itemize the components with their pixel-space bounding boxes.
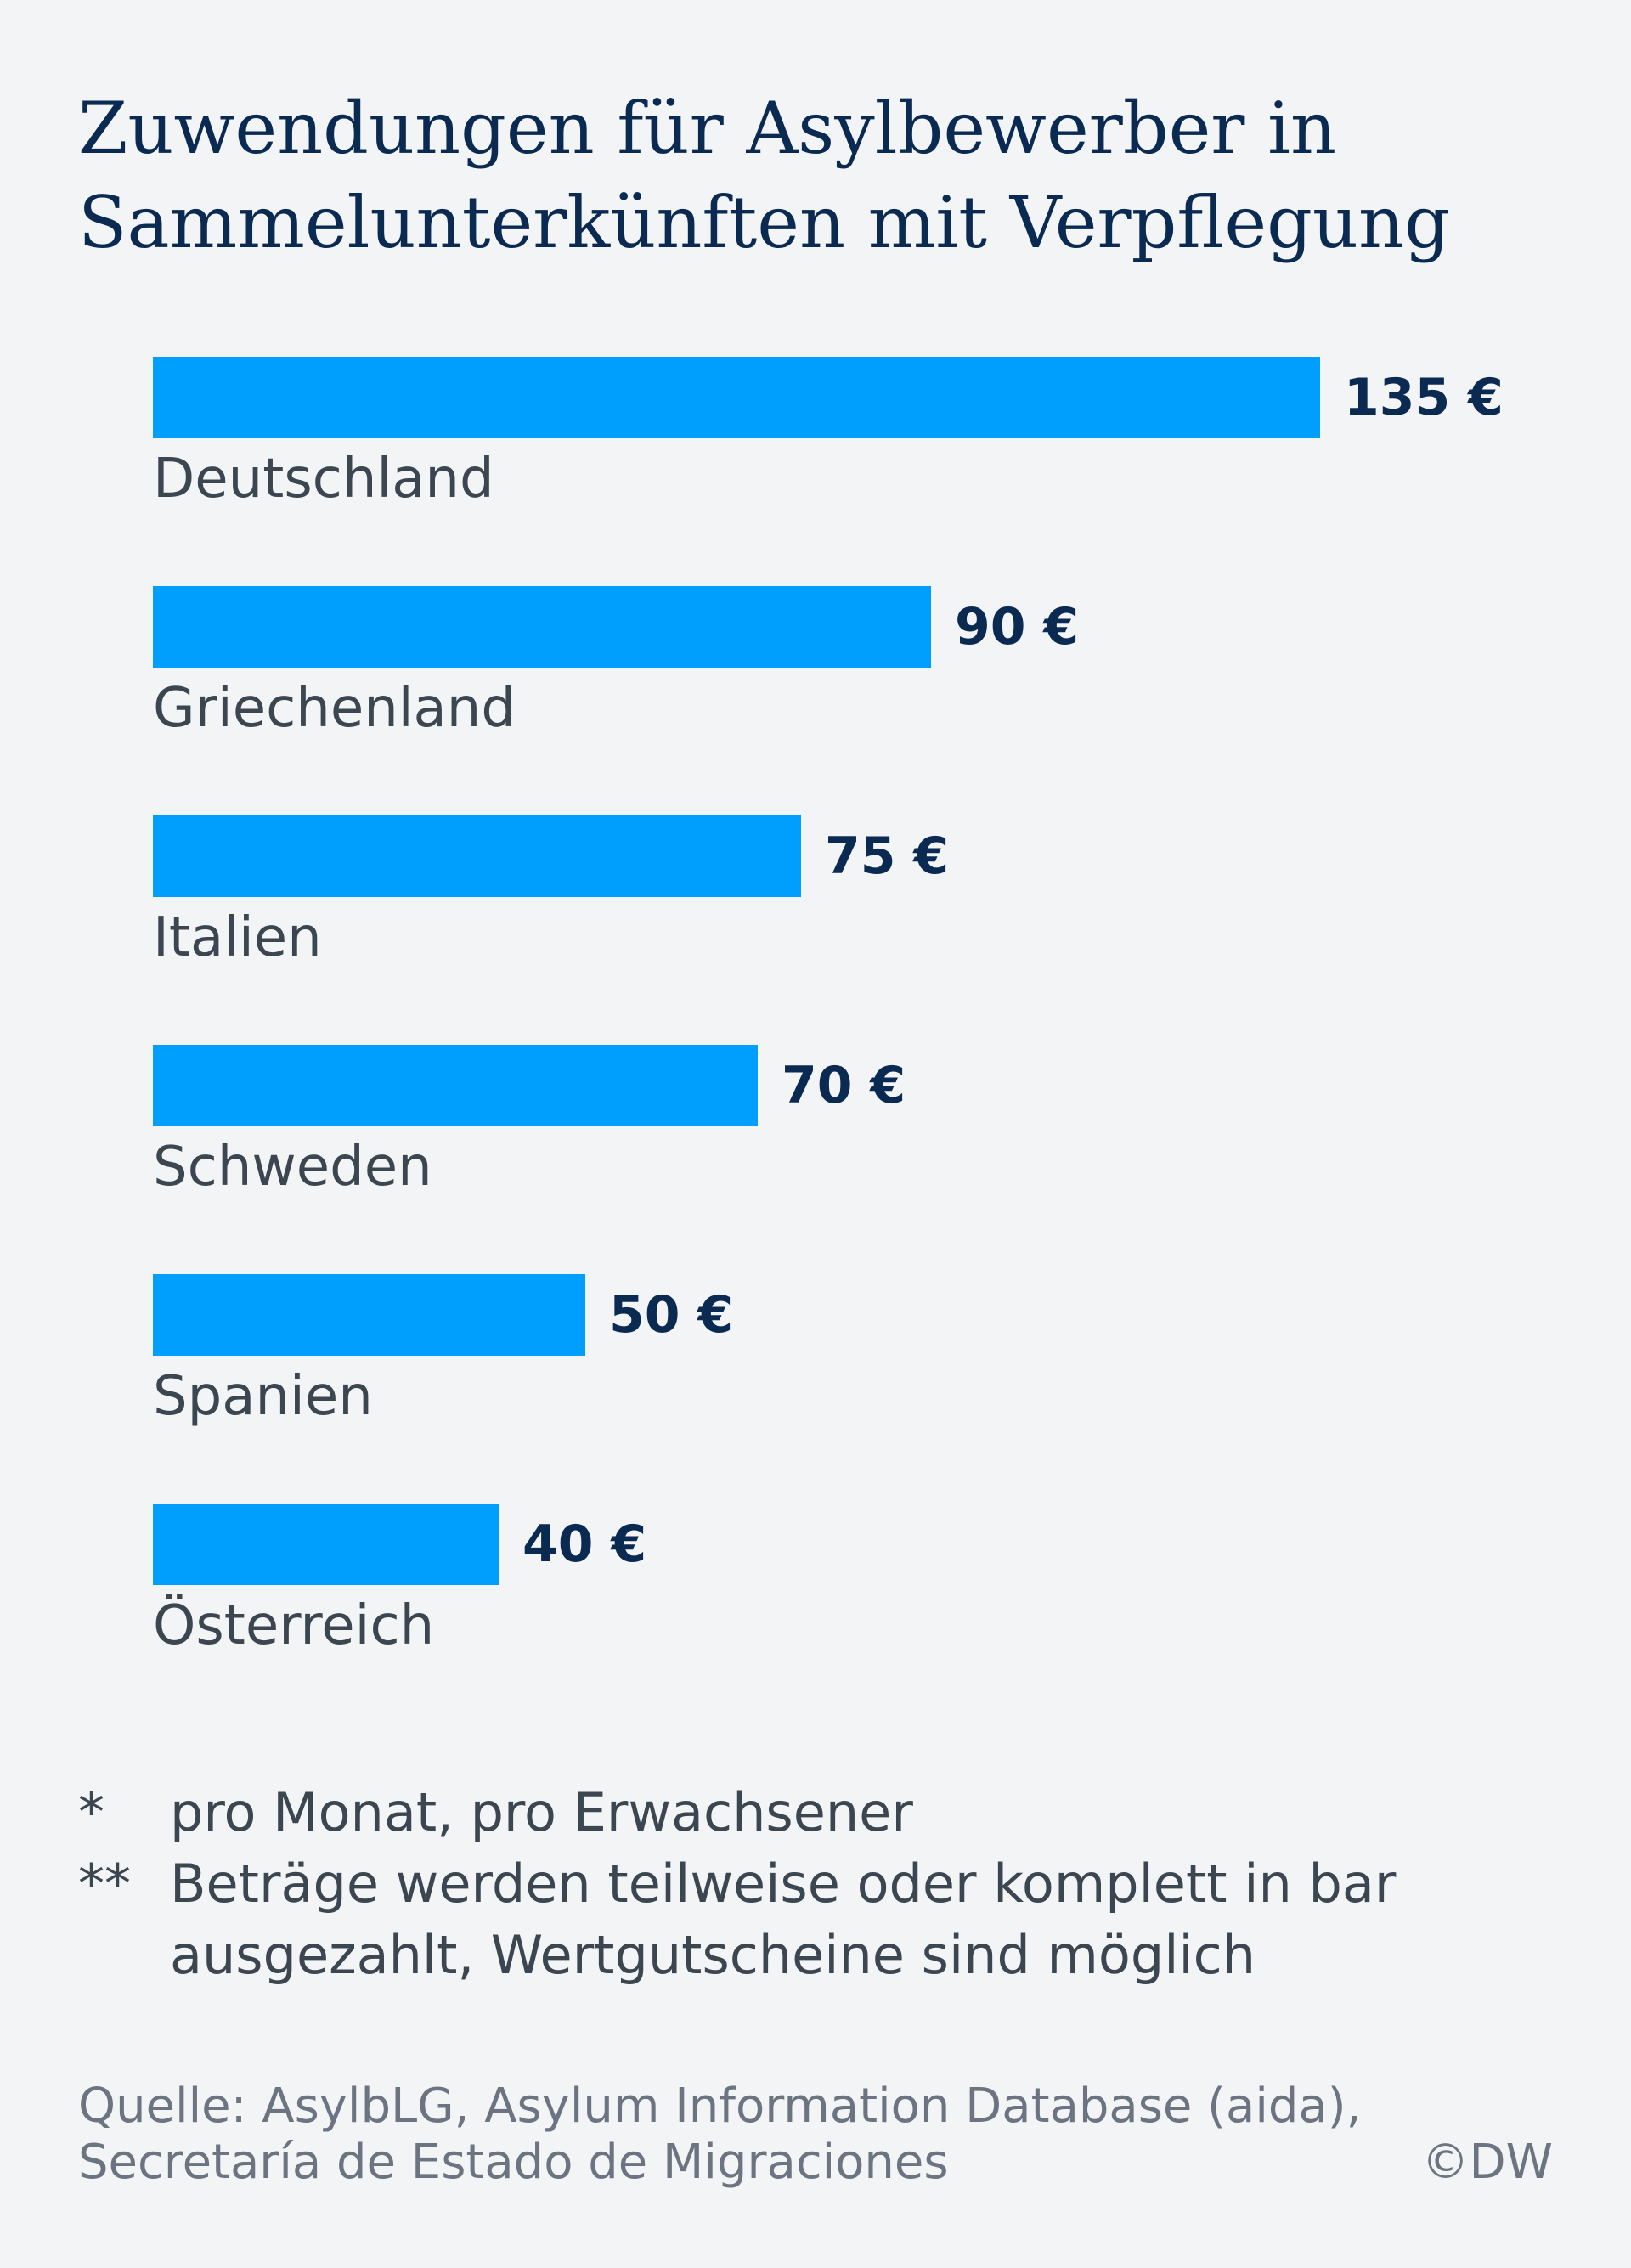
category-label: Griechenland <box>153 677 516 740</box>
footnote-marker: ** <box>78 1853 131 1915</box>
copyright: ©DW <box>1421 2135 1554 2190</box>
value-label: 135 € <box>1344 368 1504 427</box>
footnote-marker: * <box>78 1781 104 1843</box>
source-text: Quelle: AsylbLG, Asylum Information Data… <box>78 2079 1362 2190</box>
footnote-2: ** Beträge werden teilweise oder komplet… <box>78 1848 1573 1991</box>
footnote-text: pro Monat, pro Erwachsener <box>170 1781 913 1843</box>
category-label: Schweden <box>153 1136 432 1199</box>
chart-title: Zuwendungen für Asylbewerber in Sammelun… <box>78 87 1450 264</box>
footnotes: * pro Monat, pro Erwachsener ** Beträge … <box>78 1777 1573 1991</box>
bar <box>153 1504 499 1585</box>
value-label: 90 € <box>955 597 1080 657</box>
bar <box>153 586 931 668</box>
bar <box>153 1045 758 1126</box>
category-label: Spanien <box>153 1365 373 1428</box>
footnote-text: Beträge werden teilweise oder komplett i… <box>170 1853 1397 1986</box>
bar <box>153 1274 585 1356</box>
category-label: Österreich <box>153 1594 435 1657</box>
bar-chart: 135 € Deutschland 90 € Griechenland 75 € Ital… <box>153 357 1504 1657</box>
category-label: Deutschland <box>153 448 494 511</box>
value-label: 40 € <box>522 1515 647 1574</box>
category-label: Italien <box>153 906 322 969</box>
footnote-1: * pro Monat, pro Erwachsener <box>78 1777 1573 1848</box>
value-label: 75 € <box>825 827 950 886</box>
value-label: 50 € <box>609 1285 734 1345</box>
value-label: 70 € <box>782 1056 906 1115</box>
bar <box>153 357 1320 438</box>
source-note: Quelle: AsylbLG, Asylum Information Data… <box>78 2079 1553 2191</box>
bar <box>153 815 801 897</box>
